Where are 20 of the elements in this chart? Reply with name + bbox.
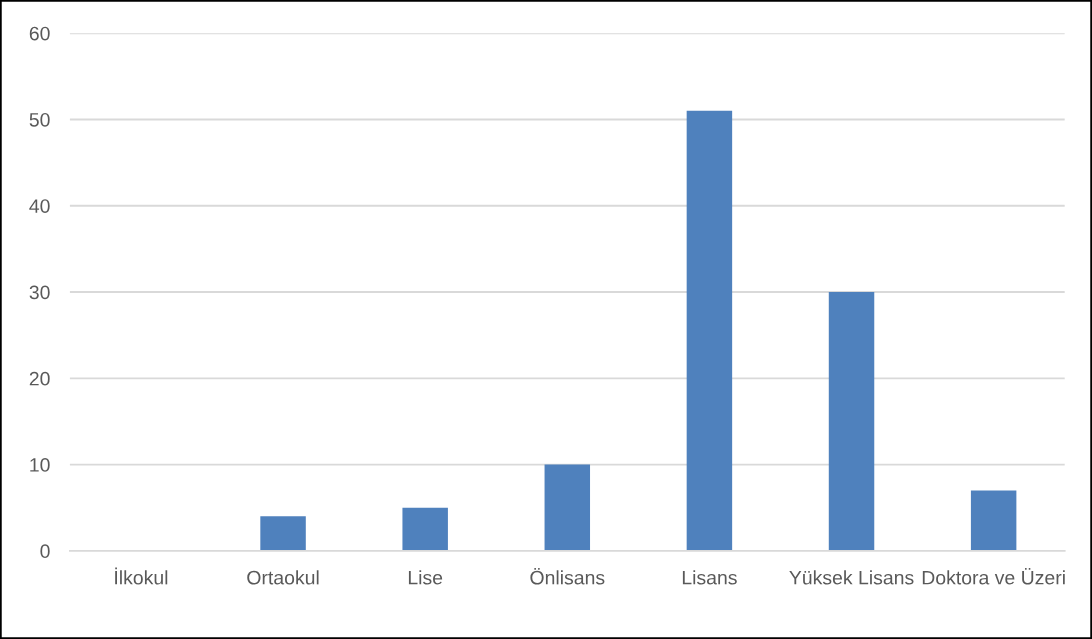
y-tick-label: 50: [29, 112, 50, 127]
y-tick-label: 20: [29, 371, 50, 386]
y-tick-label: 30: [29, 285, 50, 300]
x-tick-label: Ortaokul: [247, 570, 319, 585]
y-tick-label: 0: [40, 544, 50, 559]
y-tick-label: 10: [30, 458, 50, 472]
x-tick-label: Doktora ve Üzeri: [922, 568, 1065, 585]
bar: [260, 516, 306, 551]
bar: [828, 292, 875, 551]
bar: [970, 490, 1017, 551]
x-tick-label: Lise: [408, 570, 443, 585]
x-tick-label: Yüksek Lisans: [789, 570, 914, 585]
y-tick-label: 40: [29, 199, 50, 213]
x-tick-label: Lisans: [682, 570, 737, 585]
bar: [544, 464, 591, 551]
bar: [686, 110, 733, 551]
x-tick-label: İlkokul: [115, 567, 168, 585]
y-tick-label: 60: [29, 26, 50, 41]
bar: [402, 507, 448, 551]
x-tick-label: Önlisans: [530, 568, 605, 585]
